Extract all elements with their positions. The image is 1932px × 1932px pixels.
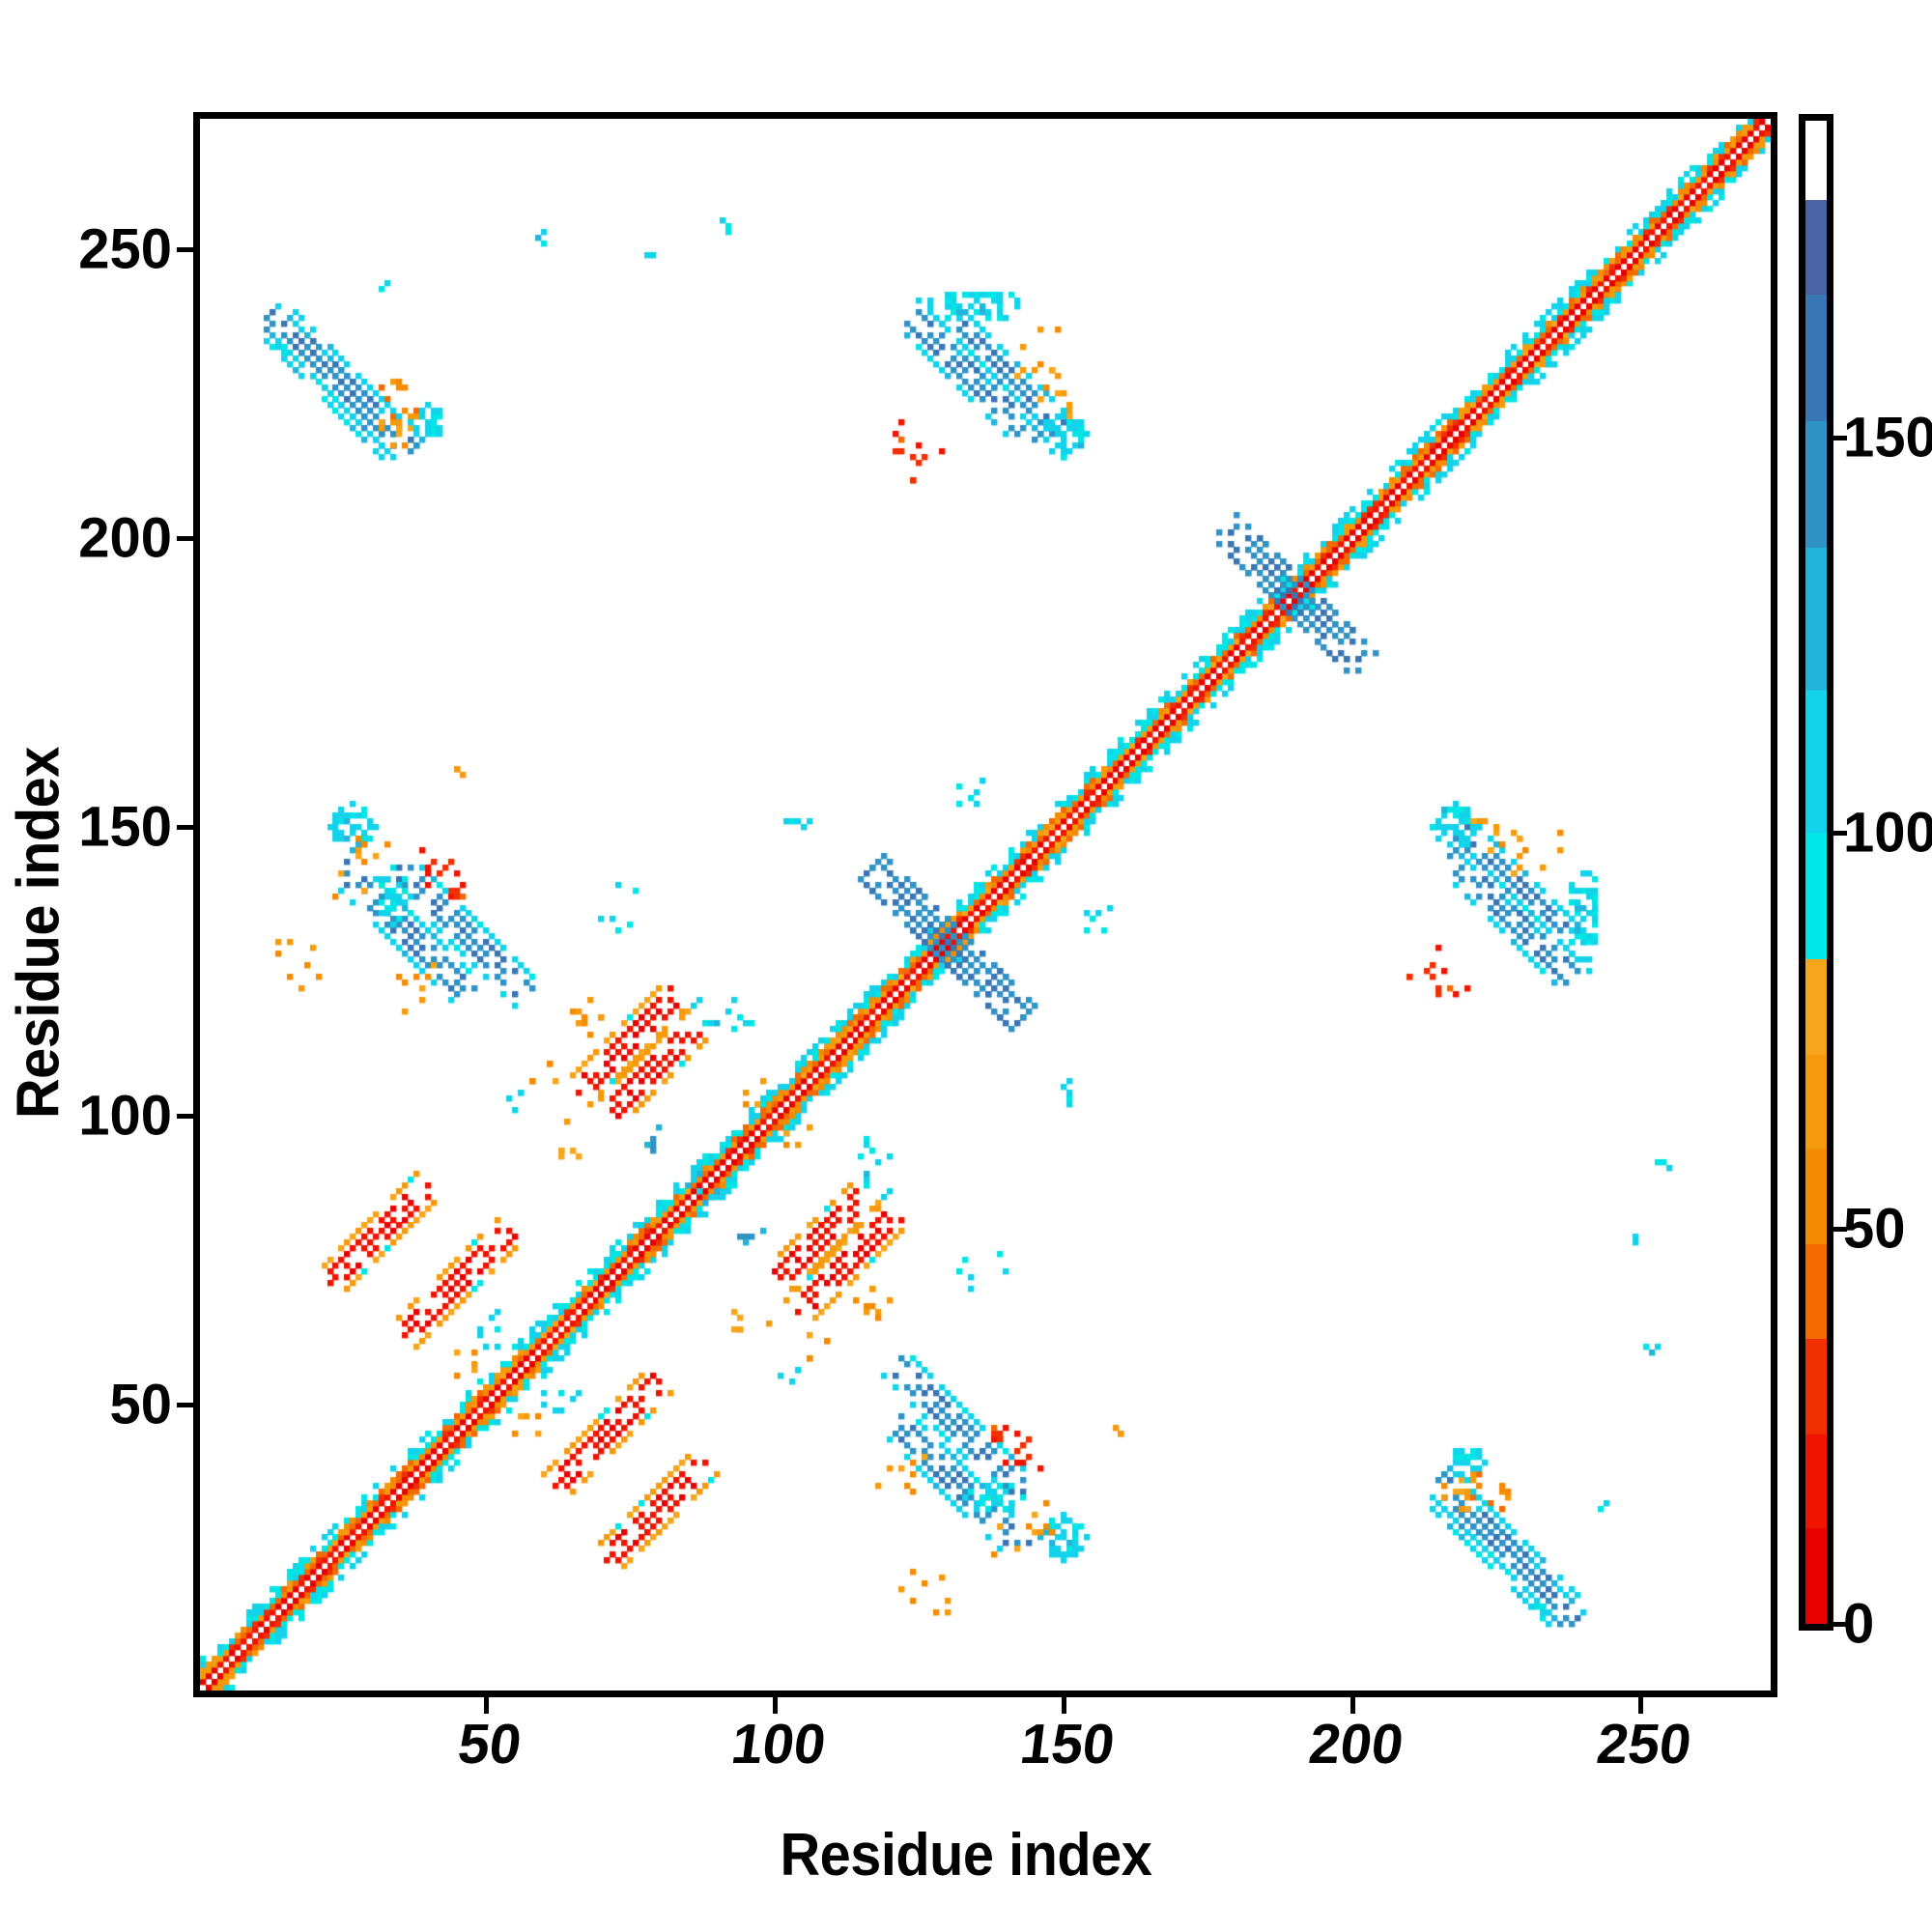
plot-area [193, 112, 1777, 1697]
y-axis-title-text: Residue index [5, 747, 72, 1119]
colorbar-tick-mark-100 [1833, 831, 1847, 837]
y-tick-mark-50 [177, 1402, 193, 1407]
x-tick-label-250: 250 [1594, 1713, 1695, 1776]
y-tick-mark-100 [177, 1113, 193, 1119]
y-tick-label-200: 200 [78, 506, 172, 570]
colorbar-tick-label-50: 50 [1843, 1197, 1906, 1261]
x-tick-mark-150 [1061, 1697, 1066, 1714]
colorbar-tick-label-0: 0 [1843, 1592, 1875, 1656]
y-axis-title: Residue index [5, 141, 73, 1725]
colorbar-gradient [1805, 121, 1827, 1624]
colorbar-tick-label-100: 100 [1843, 801, 1932, 865]
x-tick-mark-50 [483, 1697, 489, 1714]
y-tick-label-250: 250 [78, 217, 172, 281]
x-tick-label-100: 100 [727, 1713, 830, 1776]
x-tick-mark-200 [1350, 1697, 1355, 1714]
x-tick-label-50: 50 [454, 1713, 526, 1776]
colorbar-tick-mark-0 [1833, 1622, 1847, 1627]
heatmap-image [200, 119, 1771, 1690]
x-axis-title-text: Residue index [780, 1822, 1152, 1889]
x-tick-mark-250 [1638, 1697, 1644, 1714]
x-tick-label-200: 200 [1305, 1713, 1406, 1776]
y-tick-label-100: 100 [78, 1084, 172, 1148]
y-tick-mark-150 [177, 824, 193, 830]
colorbar [1799, 114, 1833, 1631]
y-tick-mark-250 [177, 246, 193, 252]
colorbar-tick-label-150: 150 [1843, 406, 1932, 469]
x-tick-mark-100 [772, 1697, 778, 1714]
x-tick-label-150: 150 [1016, 1713, 1119, 1776]
colorbar-tick-mark-50 [1833, 1226, 1847, 1232]
colorbar-tick-mark-150 [1833, 435, 1847, 440]
y-tick-label-50: 50 [109, 1373, 172, 1436]
x-axis-title: Residue index [0, 1821, 1932, 1889]
y-tick-mark-200 [177, 535, 193, 541]
y-tick-label-150: 150 [78, 795, 172, 859]
